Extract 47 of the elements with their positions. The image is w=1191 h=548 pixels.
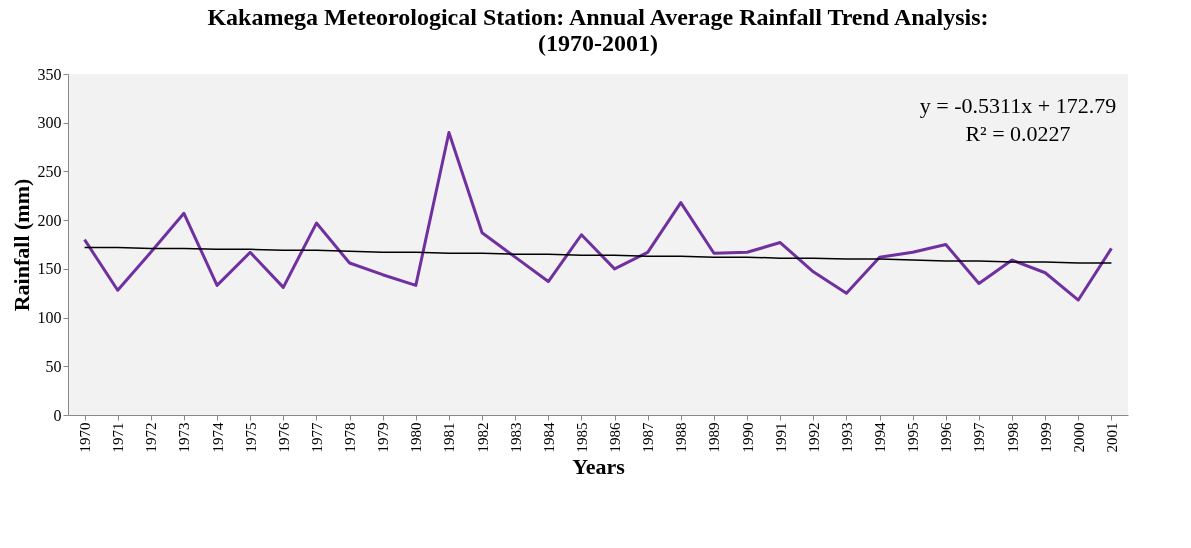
line-series: [83, 246, 1113, 264]
y-tick-label: 0: [53, 406, 62, 424]
x-axis-title: Years: [572, 453, 626, 479]
x-tick-label: 1990: [739, 422, 756, 453]
x-tick-label: 1986: [607, 422, 624, 453]
x-tick-label: 1991: [772, 422, 789, 453]
x-tick-label: 1978: [342, 422, 359, 453]
x-tick-label: 1988: [673, 422, 690, 453]
x-tick-label: 1993: [838, 422, 855, 453]
y-tick-label: 150: [37, 260, 62, 278]
text: (1970-2001): [538, 30, 658, 56]
x-tick-label: 1992: [805, 422, 822, 453]
x-tick-label: 1982: [474, 422, 491, 453]
x-tick-label: 1976: [275, 422, 292, 453]
text: Kakamega Meteorological Station: Annual Average Rainfall Trend Analysis:: [207, 4, 989, 30]
x-tick-label: 2000: [1070, 422, 1087, 453]
y-tick-label: 200: [37, 211, 62, 229]
y-axis-title: Rainfall (mm): [8, 178, 34, 312]
x-tick-label: 1970: [77, 422, 94, 453]
x-tick-label: 1977: [308, 422, 325, 453]
x-tick-label: 1998: [1004, 422, 1021, 453]
x-tick-label: 1994: [872, 422, 889, 453]
x-tick-label: 1974: [209, 422, 226, 453]
x-tick-label: 1981: [441, 422, 458, 453]
x-tick-label: 1995: [905, 422, 922, 453]
y-tick-label: 350: [37, 65, 62, 83]
x-tick-label: 1973: [176, 422, 193, 453]
y-tick-label: 100: [37, 309, 62, 327]
x-tick-label: 1984: [540, 422, 557, 453]
x-tick-label: 1987: [640, 422, 657, 453]
annotation: y = -0.5311x + 172.79: [919, 93, 1117, 118]
x-tick-label: 1983: [507, 422, 524, 453]
x-tick-label: 1999: [1037, 422, 1054, 453]
x-tick-label: 1980: [408, 422, 425, 453]
x-tick-label: 1985: [573, 422, 590, 453]
y-tick-label: 250: [37, 162, 62, 180]
y-tick-label: 300: [37, 114, 62, 132]
x-tick-label: 1996: [938, 422, 955, 453]
x-tick-label: 1979: [375, 422, 392, 453]
x-tick-label: 1971: [110, 422, 127, 453]
annotation: R² = 0.0227: [965, 121, 1071, 146]
x-tick-label: 2001: [1103, 422, 1120, 453]
x-tick-label: 1972: [143, 422, 160, 453]
x-tick-label: 1997: [971, 422, 988, 453]
x-tick-label: 1989: [706, 422, 723, 453]
x-tick-label: 1975: [242, 422, 259, 453]
y-tick-label: 50: [45, 357, 62, 375]
